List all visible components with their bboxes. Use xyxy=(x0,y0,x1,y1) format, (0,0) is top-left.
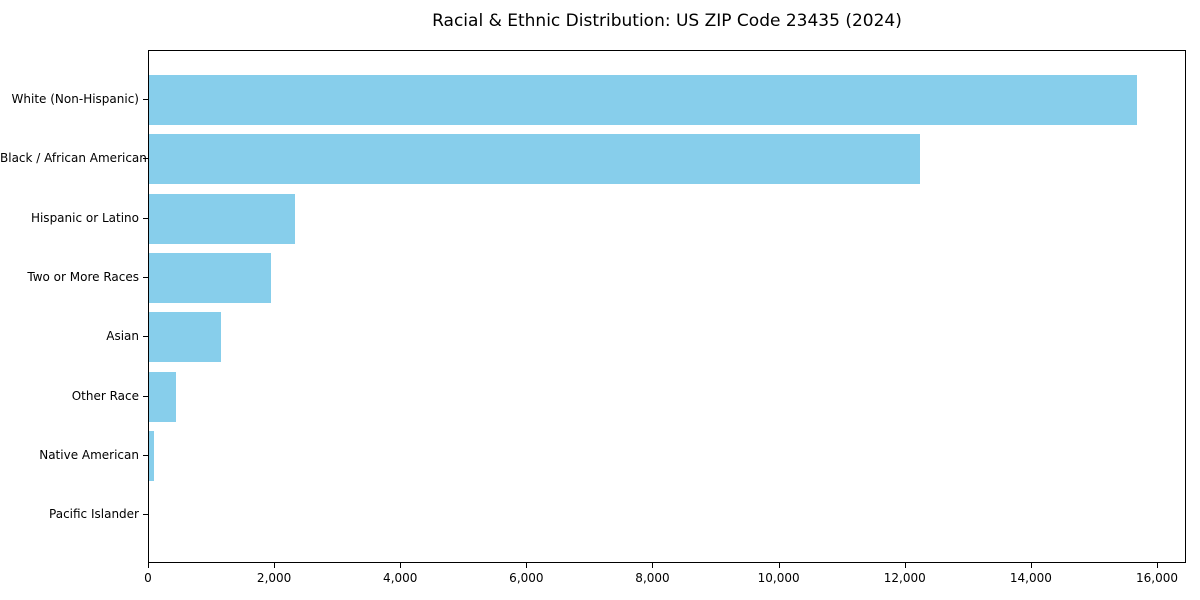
y-tick-mark xyxy=(143,158,148,160)
y-tick-label: Hispanic or Latino xyxy=(30,210,139,225)
y-tick-label: White (Non-Hispanic) xyxy=(11,92,139,106)
x-tick-label: 6,000 xyxy=(509,571,544,585)
y-tick-mark xyxy=(143,514,148,516)
x-tick-mark xyxy=(778,563,780,568)
y-tick-label: Black / African American xyxy=(0,151,147,166)
bar xyxy=(149,252,271,303)
y-tick-mark xyxy=(143,395,148,397)
x-tick-mark xyxy=(400,563,402,568)
y-tick-label: Native American xyxy=(39,447,139,462)
y-tick-mark xyxy=(143,217,148,219)
x-tick-label: 4,000 xyxy=(383,571,418,585)
bar xyxy=(149,134,920,185)
chart-title: Racial & Ethnic Distribution: US ZIP Cod… xyxy=(432,11,902,31)
y-tick-label: Other Race xyxy=(71,388,139,403)
y-tick-mark xyxy=(143,276,148,278)
bar xyxy=(149,371,176,422)
x-tick-mark xyxy=(1156,563,1158,568)
x-tick-mark xyxy=(526,563,528,568)
x-tick-mark xyxy=(148,563,149,568)
y-tick-label: Pacific Islander xyxy=(49,507,139,522)
x-tick-label: 12,000 xyxy=(883,571,926,585)
x-tick-label: 10,000 xyxy=(757,571,800,585)
bar xyxy=(149,430,154,481)
plot-area xyxy=(148,50,1186,563)
x-tick-mark xyxy=(652,563,654,568)
x-tick-mark xyxy=(1030,563,1032,568)
x-tick-label: 2,000 xyxy=(256,571,292,585)
bar xyxy=(149,312,221,363)
y-tick-mark xyxy=(143,336,148,338)
x-tick-label: 14,000 xyxy=(1009,571,1052,585)
x-tick-mark xyxy=(274,563,276,568)
bar xyxy=(149,193,295,244)
y-tick-label: Asian xyxy=(106,329,139,344)
y-tick-mark xyxy=(143,99,148,100)
x-tick-mark xyxy=(904,563,906,568)
bar xyxy=(149,75,1137,125)
y-tick-mark xyxy=(143,454,148,456)
y-tick-label: Two or More Races xyxy=(27,269,139,284)
x-tick-label: 8,000 xyxy=(635,571,670,585)
x-tick-label: 0 xyxy=(144,571,152,585)
x-tick-label: 16,000 xyxy=(1135,571,1178,585)
